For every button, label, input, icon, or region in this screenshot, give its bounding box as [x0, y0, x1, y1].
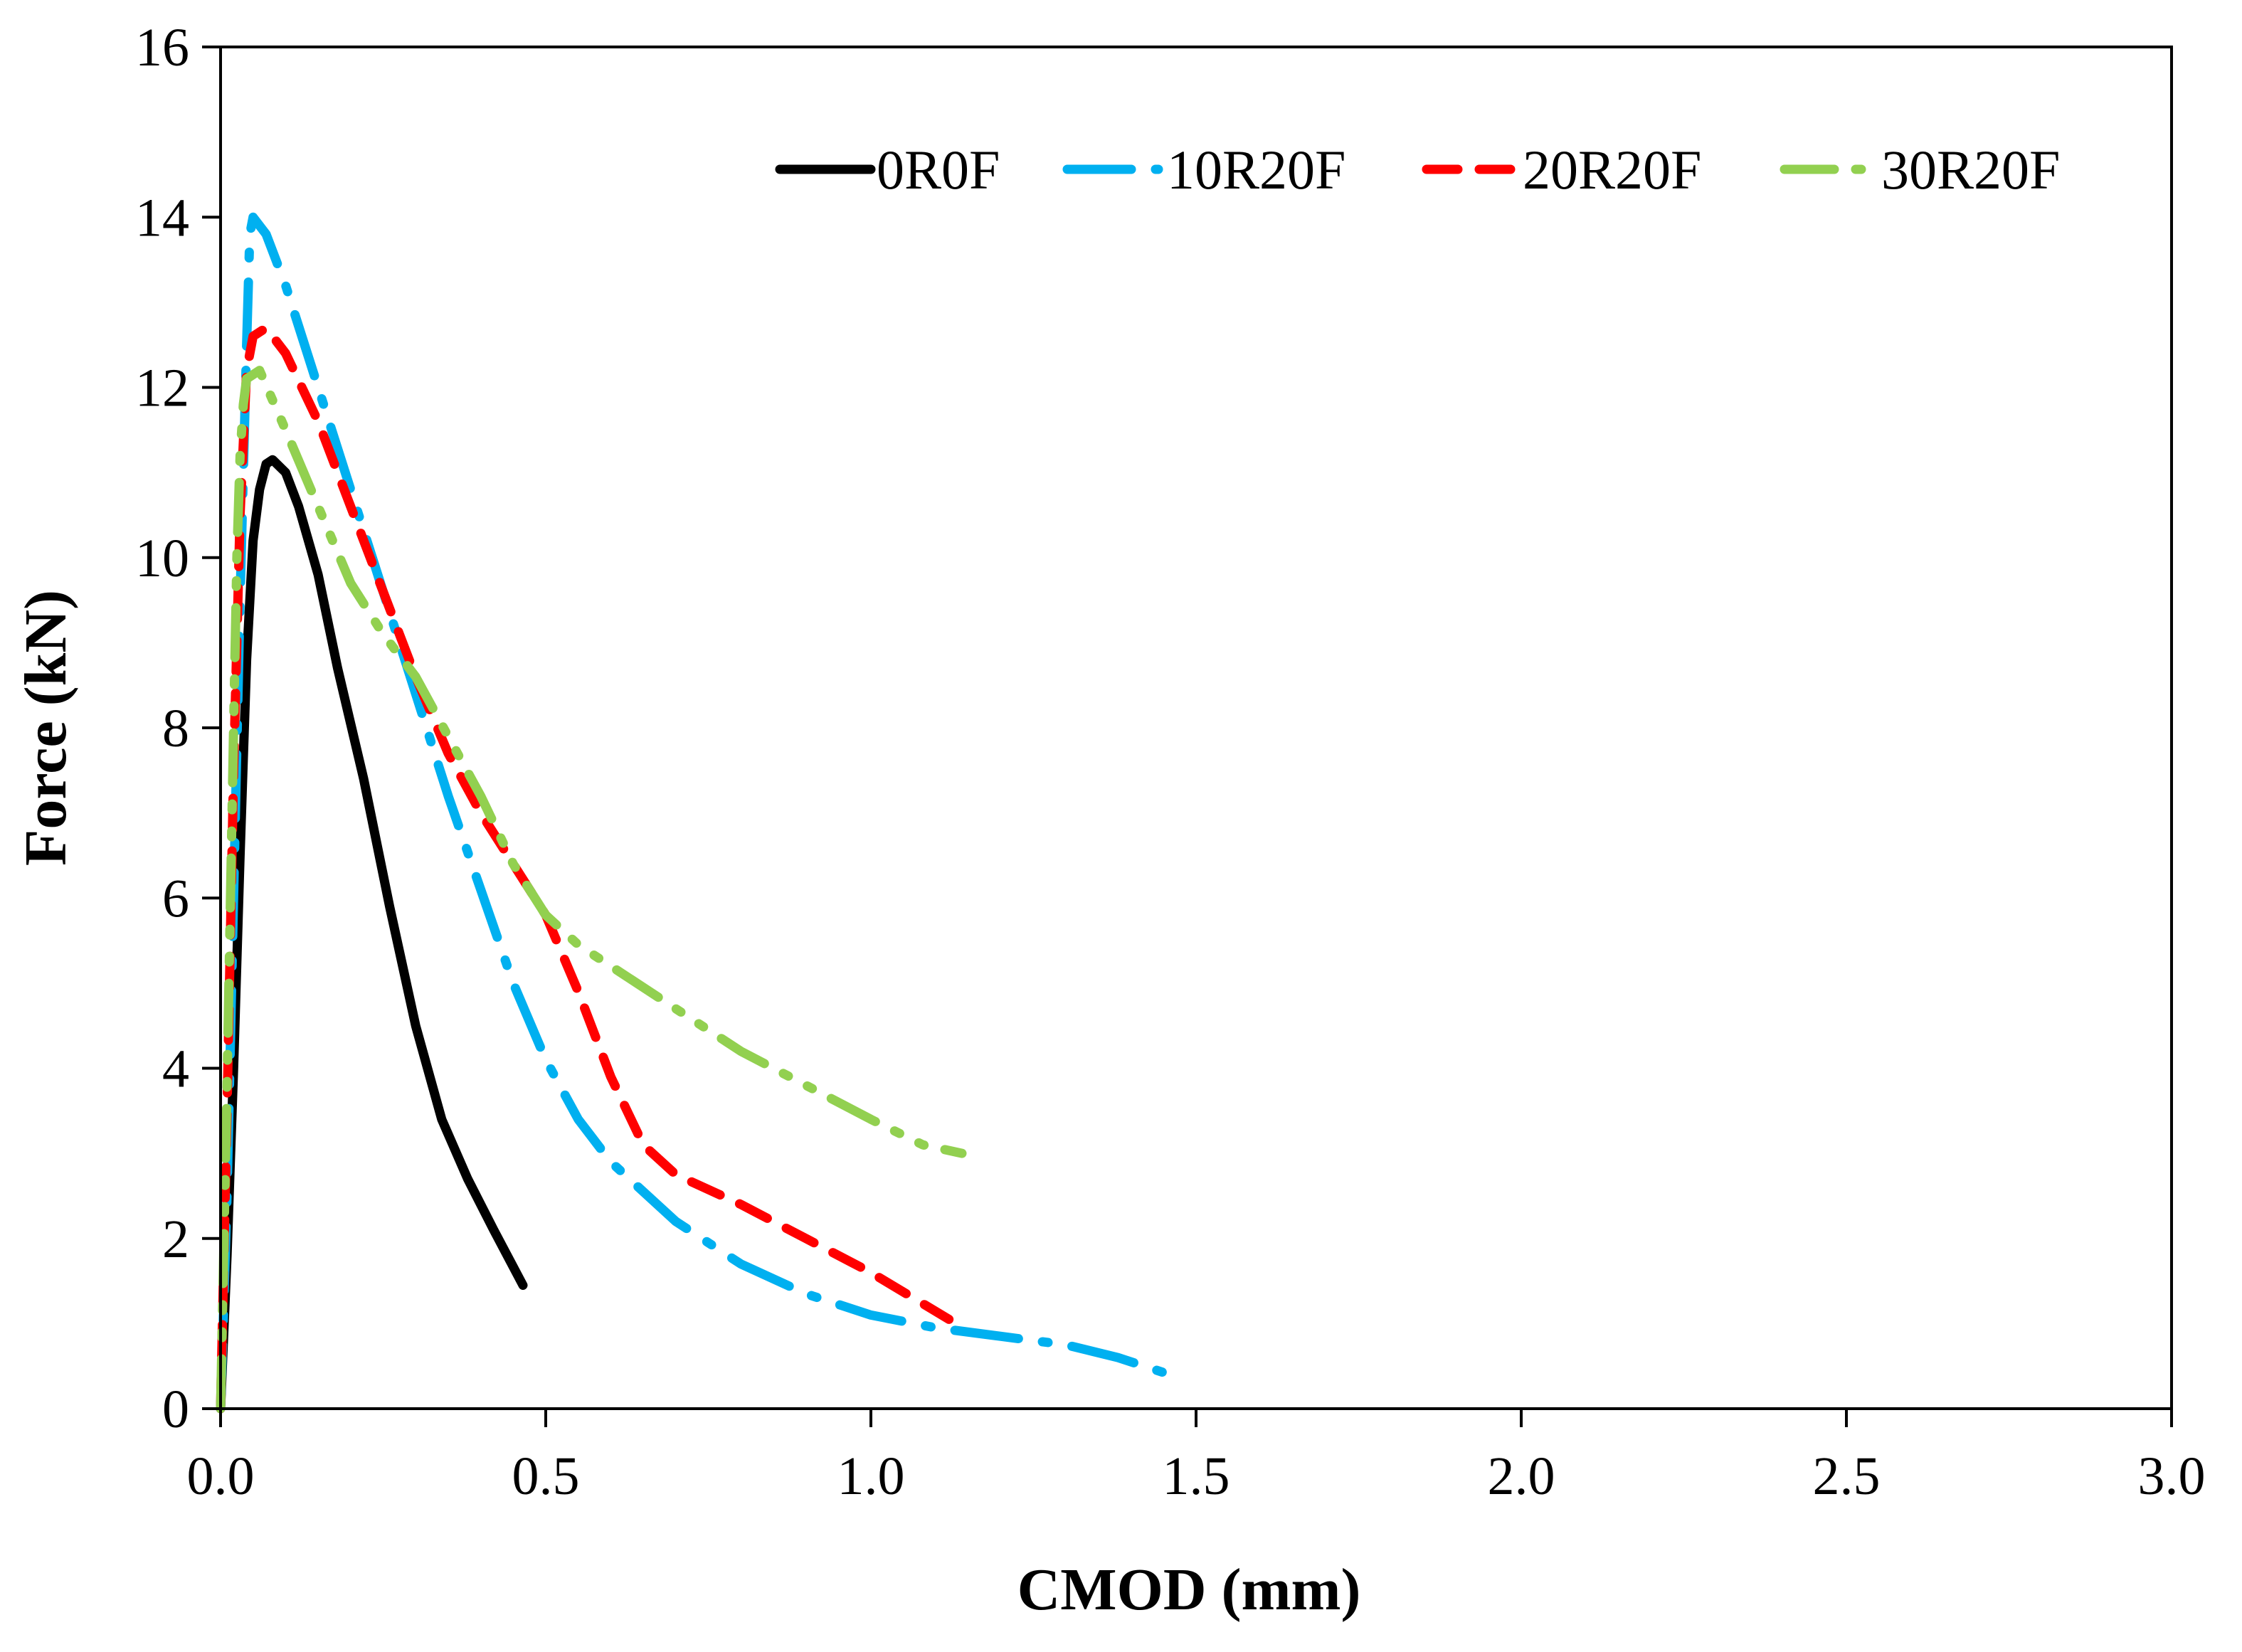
legend-label-10r20f: 10R20F [1167, 139, 1345, 201]
x-tick-label: 1.5 [1163, 1446, 1230, 1506]
y-tick-label: 4 [162, 1039, 189, 1099]
x-tick-label: 2.5 [1813, 1446, 1881, 1506]
x-tick-label: 0.5 [512, 1446, 580, 1506]
legend: 0R0F 10R20F 20R20F 30R20F [775, 139, 2060, 201]
y-tick-label: 14 [135, 188, 189, 248]
x-axis-title: CMOD (mm) [1017, 1557, 1361, 1623]
plot-layer [216, 212, 1175, 1414]
y-tick-label: 12 [135, 359, 189, 418]
y-tick-label: 16 [135, 18, 189, 78]
y-tick-label: 2 [162, 1209, 189, 1269]
legend-label-30r20f: 30R20F [1881, 139, 2060, 201]
axis-layer: 0 2 4 6 8 10 12 14 16 0.0 0.5 1.0 1.5 2.0 2.5 3.0 CMOD (… [13, 18, 2206, 1623]
legend-label-20r20f: 20R20F [1523, 139, 1701, 201]
y-tick-label: 6 [162, 869, 189, 928]
x-tick-label: 2.0 [1488, 1446, 1555, 1506]
y-tick-label: 0 [162, 1380, 189, 1439]
y-axis-title: Force (kN) [13, 590, 79, 866]
series-line-30r20f [216, 366, 967, 1414]
legend-label-0r0f: 0R0F [877, 139, 1000, 201]
series-line-10r20f [216, 212, 1175, 1414]
x-tick-label: 3.0 [2138, 1446, 2206, 1506]
y-tick-label: 10 [135, 529, 189, 588]
x-tick-label: 0.0 [187, 1446, 255, 1506]
y-tick-label: 8 [162, 699, 189, 758]
series-line-20r20f [216, 323, 954, 1414]
plot-frame [219, 46, 2173, 1410]
x-tick-label: 1.0 [837, 1446, 905, 1506]
series-line-0r0f [216, 455, 528, 1414]
